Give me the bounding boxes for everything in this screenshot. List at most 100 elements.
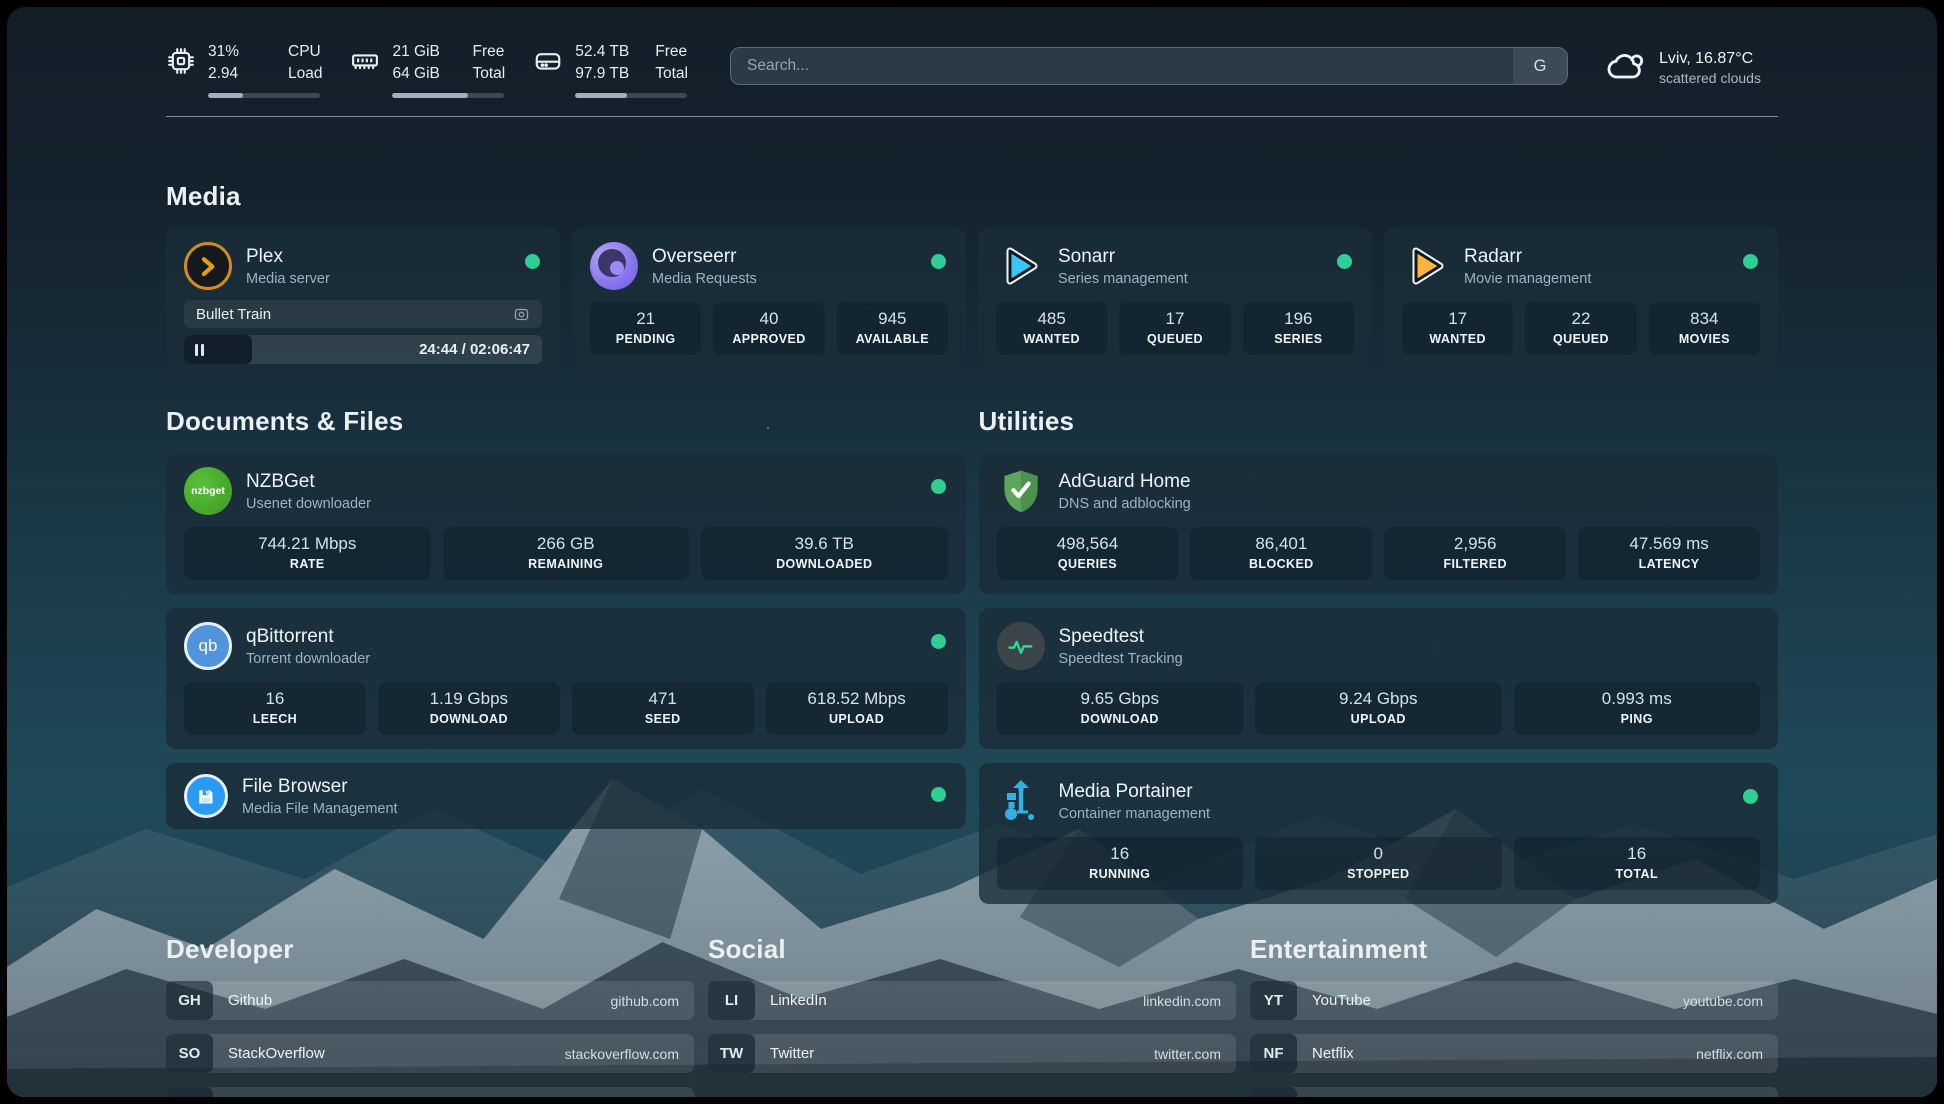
stat-value: 485 <box>1037 309 1066 329</box>
bookmark-reddit[interactable]: RERedditreddit.com <box>1250 1087 1778 1097</box>
service-title-block: Sonarr Series management <box>1058 246 1188 287</box>
now-playing-row: Bullet Train <box>184 300 542 329</box>
snow-particles <box>7 7 9 9</box>
service-title: Sonarr <box>1058 245 1116 267</box>
service-title: Radarr <box>1464 245 1523 267</box>
service-card-qbittorrent[interactable]: qb qBittorrent Torrent downloader 16 LEECH 1.… <box>166 608 966 750</box>
bookmark-group-developer: Developer GH Github github.com SO StackOverfl… <box>166 934 694 1097</box>
stat-value: 17 <box>1448 309 1468 329</box>
stat-label: RATE <box>289 557 325 572</box>
bookmark-abbr: DT <box>166 1087 213 1097</box>
service-title: Speedtest <box>1058 625 1145 647</box>
bookmark-youtube[interactable]: YT YouTube youtube.com <box>1250 981 1778 1021</box>
service-card-speedtest[interactable]: Speedtest Speedtest Tracking 9.65 Gbps DOWN… <box>978 608 1778 750</box>
stat-label: PENDING <box>615 332 676 347</box>
service-card-filebrowser[interactable]: File Browser Media File Management <box>166 763 966 830</box>
bookmark-netflix[interactable]: NF Netflix netflix.com <box>1250 1034 1778 1074</box>
bookmark-github[interactable]: GH Github github.com <box>166 981 694 1021</box>
stat-label: WANTED <box>1429 332 1486 347</box>
section-title-developer: Developer <box>166 934 294 965</box>
service-card-plex[interactable]: Plex Media server Bullet Train 24:44 / 02:0… <box>166 228 560 379</box>
utilities-cards-stack: AdGuard Home DNS and adblocking 498,564 QUE… <box>978 453 1778 905</box>
service-subtitle: Usenet downloader <box>246 495 371 512</box>
service-title-block: Overseerr Media Requests <box>652 246 757 287</box>
service-subtitle: Series management <box>1058 270 1188 287</box>
stat-block-upload: 618.52 Mbps UPLOAD <box>765 682 948 736</box>
overseerr-icon <box>590 242 638 291</box>
cpu-usage-value: 31% <box>208 43 240 60</box>
stat-value: 22 <box>1571 309 1591 329</box>
service-card-header: Speedtest Speedtest Tracking <box>996 622 1761 671</box>
service-subtitle: Torrent downloader <box>246 650 371 667</box>
stat-label: QUEUED <box>1553 332 1609 347</box>
stat-label: REMAINING <box>528 557 604 572</box>
service-card-nzbget[interactable]: nzbget NZBGet Usenet downloader 744.21 Mbps… <box>166 453 966 595</box>
memory-free-label: Free <box>472 43 505 60</box>
stat-label: LATENCY <box>1638 557 1700 572</box>
dashboard-content: 31% 2.94 CPU Load <box>166 7 1778 1097</box>
status-dot <box>1337 254 1352 270</box>
documents-cards-stack: nzbget NZBGet Usenet downloader 744.21 Mbps… <box>166 453 966 830</box>
bookmark-name: StackOverflow <box>228 1045 325 1063</box>
stat-value: 618.52 Mbps <box>807 689 906 709</box>
service-card-sonarr[interactable]: Sonarr Series management 485 WANTED 17 QUEUED… <box>978 228 1372 379</box>
service-subtitle: Container management <box>1058 805 1211 822</box>
bookmark-stackoverflow[interactable]: SO StackOverflow stackoverflow.com <box>166 1034 694 1074</box>
service-title: qBittorrent <box>246 625 334 647</box>
stat-value: 2,956 <box>1453 534 1497 554</box>
stat-block-series: 196 SERIES <box>1242 302 1354 356</box>
stat-label: DOWNLOAD <box>1080 712 1159 727</box>
bookmark-list: LI LinkedIn linkedin.com TW Twitter twitter.c… <box>708 981 1236 1074</box>
speedtest-icon <box>996 622 1045 671</box>
bookmark-twitter[interactable]: TW Twitter twitter.com <box>708 1034 1236 1074</box>
stat-value: 39.6 TB <box>794 534 854 554</box>
stat-block-rate: 744.21 Mbps RATE <box>184 527 431 581</box>
stat-value: 9.24 Gbps <box>1339 689 1418 709</box>
status-dot <box>525 254 540 270</box>
stat-value: 0 <box>1373 844 1383 864</box>
service-title-block: Radarr Movie management <box>1464 246 1591 287</box>
search-bar: G <box>729 47 1568 85</box>
stat-block-total: 16 TOTAL <box>1513 837 1760 891</box>
weather-condition: scattered clouds <box>1659 69 1761 86</box>
status-dot <box>1743 254 1758 270</box>
section-title-utilities: Utilities <box>978 406 1075 437</box>
stat-block-queued: 22 QUEUED <box>1525 302 1637 356</box>
bookmark-linkedin[interactable]: LI LinkedIn linkedin.com <box>708 981 1236 1021</box>
resource-memory: 21 GiB 64 GiB Free Total <box>350 41 505 98</box>
stat-block-pending: 21 PENDING <box>590 302 702 356</box>
stat-value: 9.65 Gbps <box>1080 689 1159 709</box>
bookmark-dev[interactable]: DTDEVdev.to <box>166 1087 694 1097</box>
service-title-block: AdGuard Home DNS and adblocking <box>1059 471 1191 512</box>
media-cards-row: Plex Media server Bullet Train 24:44 / 02:0… <box>166 228 1778 379</box>
service-title: Plex <box>246 245 283 267</box>
service-card-overseerr[interactable]: Overseerr Media Requests 21 PENDING 40 APPROV… <box>572 228 966 379</box>
memory-total-value: 64 GiB <box>392 65 440 83</box>
cpu-usage-bar <box>208 92 320 98</box>
service-card-portainer[interactable]: Media Portainer Container management 16 RUN… <box>978 763 1778 905</box>
stat-block-running: 16 RUNNING <box>996 837 1243 891</box>
disk-usage-bar <box>575 92 688 98</box>
stat-block-wanted: 485 WANTED <box>996 302 1108 356</box>
search-provider-button[interactable]: G <box>1513 48 1567 84</box>
adguard-icon <box>997 467 1045 515</box>
playback-progress-bar: 24:44 / 02:06:47 <box>184 335 542 365</box>
service-subtitle: Speedtest Tracking <box>1058 650 1183 667</box>
service-card-header: Plex Media server <box>184 242 542 291</box>
service-title-block: qBittorrent Torrent downloader <box>246 626 370 667</box>
stat-label: LEECH <box>252 712 298 727</box>
bookmark-abbr: LI <box>708 981 755 1021</box>
stat-label: MOVIES <box>1678 332 1730 347</box>
stat-block-blocked: 86,401 BLOCKED <box>1190 527 1373 581</box>
section-utilities: Utilities AdGuard Home DNS and adblocking… <box>978 406 1778 905</box>
stat-block-download: 1.19 Gbps DOWNLOAD <box>377 682 560 736</box>
search-input[interactable] <box>730 48 1513 84</box>
bookmark-abbr: YT <box>1250 981 1297 1021</box>
section-title-documents: Documents & Files <box>166 406 404 437</box>
service-title-block: Speedtest Speedtest Tracking <box>1059 626 1183 667</box>
service-card-radarr[interactable]: Radarr Movie management 17 WANTED 22 QUEUED 83… <box>1384 228 1778 379</box>
service-stats: 17 WANTED 22 QUEUED 834 MOVIES <box>1402 302 1760 356</box>
stat-block-download: 9.65 Gbps DOWNLOAD <box>996 682 1243 736</box>
service-card-adguard[interactable]: AdGuard Home DNS and adblocking 498,564 QUE… <box>978 453 1778 595</box>
service-subtitle: Media Requests <box>652 270 757 287</box>
